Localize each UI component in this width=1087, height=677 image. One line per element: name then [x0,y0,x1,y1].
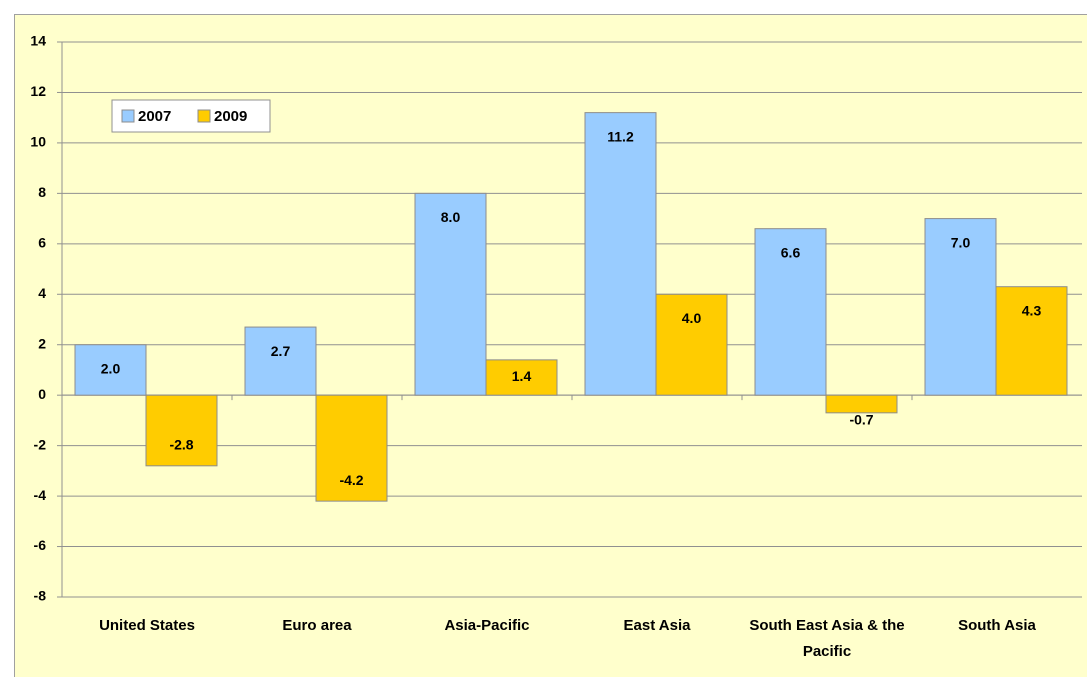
x-tick-label: Asia-Pacific [444,617,530,634]
x-tick-label: Euro area [282,617,352,634]
legend-swatch [197,109,211,123]
y-tick-label: 8 [38,184,46,200]
data-label: 1.4 [512,368,532,384]
bar [825,394,898,414]
bar [244,326,317,396]
bar [74,344,147,396]
y-tick-label: 0 [38,386,46,402]
bar [655,293,728,396]
legend-label: 2007 [138,108,171,125]
y-tick-label: -4 [34,487,47,503]
bar [315,394,388,502]
x-tick-label: United States [99,617,195,634]
y-tick-label: -8 [34,588,47,604]
bar [995,286,1068,396]
x-tick-label: East Asia [623,617,691,634]
y-tick-label: 6 [38,235,46,251]
x-tick-label: South East Asia & the Pacific [749,617,905,660]
y-tick-label: -2 [34,436,47,452]
data-label: 6.6 [781,244,801,260]
legend-box [111,99,271,133]
data-label: -0.7 [849,412,873,428]
y-tick-label: 12 [30,83,46,99]
data-label: 4.0 [682,310,702,326]
data-label: 8.0 [441,209,461,225]
data-label: 7.0 [951,234,971,250]
bar [414,192,487,396]
bar [584,112,657,396]
legend-swatch [121,109,135,123]
data-label: -4.2 [339,472,363,488]
data-label: 2.7 [271,343,291,359]
bar [754,228,827,396]
y-tick-label: 14 [30,33,46,49]
legend-label: 2009 [214,108,247,125]
bar [924,218,997,396]
x-tick-label: South Asia [958,617,1036,634]
data-label: 2.0 [101,360,121,376]
y-tick-label: 4 [38,285,46,301]
data-label: 11.2 [607,128,634,144]
data-label: -2.8 [169,437,193,453]
y-tick-label: 10 [30,134,46,150]
y-tick-label: -6 [34,537,47,553]
bar [145,394,218,467]
y-tick-label: 2 [38,335,46,351]
bar [485,359,558,396]
data-label: 4.3 [1022,302,1042,318]
